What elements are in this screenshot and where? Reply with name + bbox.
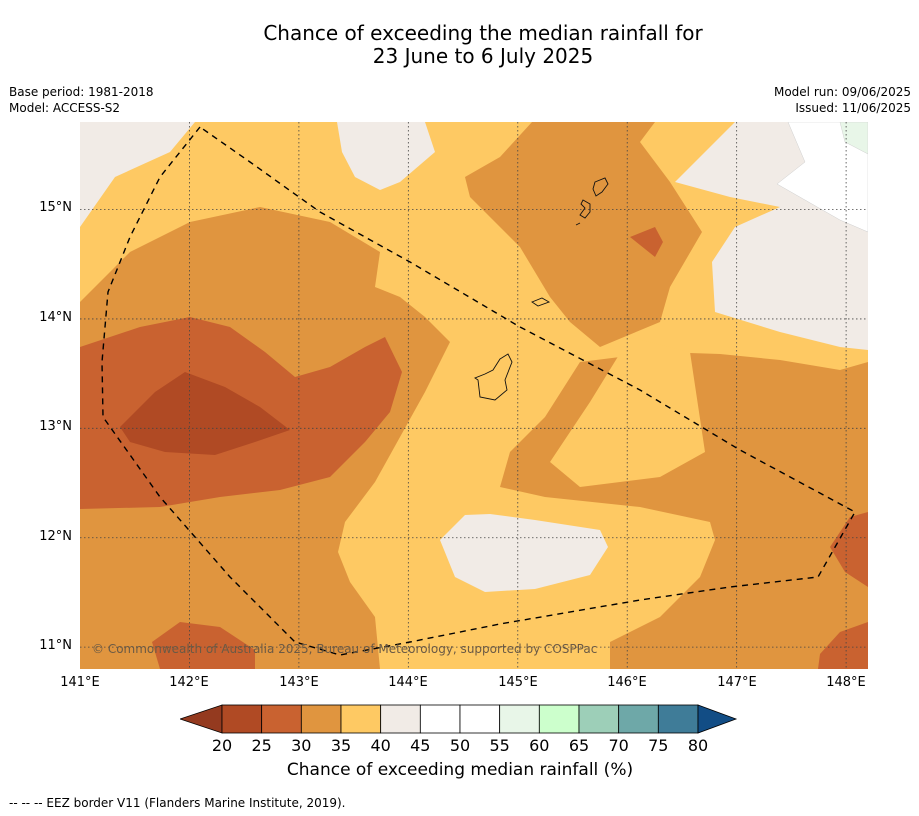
region-25-30-northeast-cell (630, 227, 663, 257)
colorbar-segment-25-30 (261, 704, 302, 734)
cb-tick-80: 80 (687, 736, 709, 755)
colorbar-segment-40-45 (380, 704, 421, 734)
colorbar-segment-70-75 (618, 704, 659, 734)
region-40-45-top-centre (337, 122, 435, 190)
model-run: Model run: 09/06/2025 (773, 85, 911, 99)
colorbar-above-arrow (697, 704, 738, 734)
colorbar-segment-55-60 (499, 704, 540, 734)
cb-tick-70: 70 (608, 736, 629, 755)
lon-label-146e: 146°E (607, 675, 647, 690)
copyright-notice: © Commonwealth of Australia 2025, Bureau… (92, 642, 597, 656)
colorbar-title: Chance of exceeding median rainfall (%) (286, 760, 634, 780)
cb-tick-20: 20 (211, 736, 233, 755)
title-line-2: 23 June to 6 July 2025 (372, 44, 594, 68)
meta-left: Base period: 1981-2018 Model: ACCESS-S2 (9, 84, 154, 116)
meta-right: Model run: 09/06/2025 Issued: 11/06/2025 (774, 84, 911, 116)
cb-tick-35: 35 (330, 736, 352, 755)
colorbar-segment-20-25 (221, 704, 263, 734)
region-55-60-corner (839, 122, 868, 155)
cb-tick-50: 50 (449, 736, 471, 755)
cb-tick-55: 55 (489, 736, 510, 755)
rainfall-map: © Commonwealth of Australia 2025, Bureau… (80, 122, 868, 669)
region-35-40-east-inner (550, 337, 705, 487)
cb-tick-25: 25 (251, 736, 272, 755)
map-gridlines (80, 122, 868, 669)
lon-label-142e: 142°E (169, 675, 209, 690)
region-45-55-top-right (776, 122, 868, 233)
eez-footnote: -- -- -- EEZ border V11 (Flanders Marine… (9, 796, 346, 810)
region-40-45-top-left (80, 122, 195, 227)
lon-label-143e: 143°E (279, 675, 319, 690)
issued-date: Issued: 11/06/2025 (795, 101, 911, 115)
saipan-island (592, 177, 609, 197)
tinian-island (579, 199, 591, 219)
lon-label-147e: 147°E (717, 675, 757, 690)
cb-tick-65: 65 (568, 736, 590, 755)
cb-tick-30: 30 (291, 736, 312, 755)
cb-tick-40: 40 (370, 736, 391, 755)
colorbar-segment-30-35 (300, 704, 342, 734)
model-name: Model: ACCESS-S2 (9, 101, 121, 115)
guam-island (474, 353, 513, 401)
colorbar-segment-60-65 (538, 704, 580, 734)
colorbar-segment-75-80 (657, 704, 699, 734)
map-title: Chance of exceeding the median rainfall … (0, 22, 919, 68)
lat-label-12n: 12°N (39, 529, 72, 544)
lat-label-15n: 15°N (39, 200, 72, 215)
title-line-1: Chance of exceeding the median rainfall … (263, 21, 703, 45)
lon-label-148e: 148°E (826, 675, 866, 690)
cb-tick-75: 75 (648, 736, 669, 755)
lat-label-13n: 13°N (39, 419, 72, 434)
islands (474, 177, 609, 401)
region-25-30-south (152, 622, 255, 669)
lon-label-141e: 141°E (60, 675, 100, 690)
colorbar-segment-50-55 (459, 704, 501, 734)
lon-label-144e: 144°E (388, 675, 428, 690)
colorbar-segment-65-70 (578, 704, 620, 734)
cb-tick-45: 45 (410, 736, 431, 755)
map-fill-layer (80, 122, 868, 669)
cb-tick-60: 60 (529, 736, 550, 755)
region-25-30-east (830, 512, 868, 587)
lon-label-145e: 145°E (498, 675, 538, 690)
aguijan-island (575, 222, 581, 226)
colorbar-segment-45-50 (419, 704, 461, 734)
colorbar (180, 704, 738, 734)
colorbar-segment-35-40 (340, 704, 382, 734)
colorbar-below-arrow (180, 704, 223, 734)
region-40-45-centre-south (440, 514, 608, 592)
lat-label-11n: 11°N (39, 638, 72, 653)
eez-border (101, 126, 856, 656)
base-period: Base period: 1981-2018 (9, 85, 154, 99)
region-20-25-core (120, 372, 290, 455)
region-25-30-southeast (818, 622, 868, 669)
lat-label-14n: 14°N (39, 310, 72, 325)
colorbar-segments (221, 704, 699, 734)
region-30-35-north-centre (465, 122, 702, 347)
rota-island (531, 297, 551, 307)
